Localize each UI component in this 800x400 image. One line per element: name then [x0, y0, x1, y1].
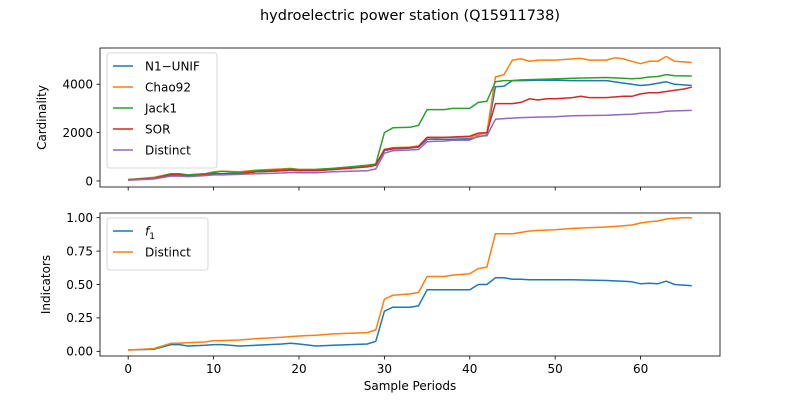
x-tick-label: 10	[206, 362, 221, 376]
x-tick-label: 60	[633, 362, 648, 376]
y-axis-label: Cardinality	[35, 85, 49, 150]
y-tick-label: 0.50	[66, 278, 93, 292]
cardinality-panel: 0 2000 4000 Cardinality N1−UNIF Chao92 Jack1 SO…	[35, 47, 721, 191]
x-tick-label: 30	[377, 362, 392, 376]
indicators-panel: 0 10 20 30 40 50 60 0.00 0.25 0.50 0.75 1.00 Indicat…	[39, 211, 721, 393]
legend-label: Jack1	[144, 102, 177, 116]
series-line-f1	[128, 277, 692, 351]
y-tick-label: 1.00	[66, 211, 93, 225]
x-tick-label: 20	[291, 362, 306, 376]
axes-frame	[99, 47, 721, 188]
y-tick-label: 4000	[62, 78, 93, 92]
legend-label-subscript: 1	[149, 232, 155, 242]
legend-label: f1	[145, 225, 155, 243]
series-line-jack1	[128, 73, 692, 181]
y-tick-label: 0.75	[66, 244, 93, 258]
legend-box	[106, 217, 209, 271]
x-tick-label: 50	[548, 362, 563, 376]
legend-label: Chao92	[145, 81, 191, 95]
legend-box	[106, 52, 218, 169]
y-tick-label: 0.25	[66, 311, 93, 325]
y-axis-label: Indicators	[39, 255, 53, 314]
y-tick-label: 2000	[62, 126, 93, 140]
series-line-distinct	[128, 216, 692, 351]
figure-title: hydroelectric power station (Q15911738)	[260, 8, 560, 24]
y-tick-label: 0.00	[66, 345, 93, 359]
legend-label: Distinct	[145, 144, 191, 158]
legend: N1−UNIF Chao92 Jack1 SOR Distinct	[106, 52, 218, 169]
series-line-distinct	[128, 109, 692, 181]
legend-label-base: f	[145, 225, 151, 239]
legend-label: N1−UNIF	[145, 60, 200, 74]
x-tick-label: 40	[462, 362, 477, 376]
legend-label: SOR	[145, 123, 170, 137]
y-tick-label: 0	[85, 174, 93, 188]
x-tick-label: 0	[124, 362, 132, 376]
x-axis-label: Sample Periods	[364, 379, 456, 393]
legend-label: Distinct	[145, 246, 191, 260]
legend: f1 Distinct	[106, 217, 209, 271]
